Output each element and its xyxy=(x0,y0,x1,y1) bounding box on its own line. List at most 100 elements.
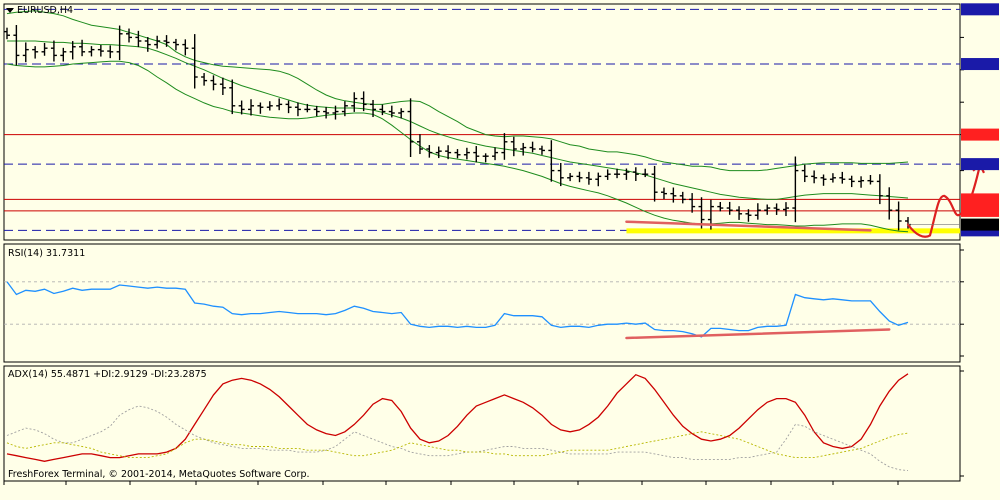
adx-lines xyxy=(6,373,909,472)
adx-main-line xyxy=(6,373,909,462)
ohlc-bar xyxy=(191,34,198,89)
level-badge xyxy=(961,3,999,16)
ohlc-bar xyxy=(60,47,67,62)
ohlc-bar xyxy=(660,187,667,200)
ohlc-bar xyxy=(820,174,827,186)
level-badge xyxy=(961,128,999,141)
ohlc-bar xyxy=(895,201,902,231)
ohlc-bar xyxy=(41,42,48,56)
ohlc-bar xyxy=(379,104,386,116)
ohlc-bar xyxy=(50,40,57,62)
ohlc-bar xyxy=(201,73,208,86)
ohlc-bar xyxy=(116,25,123,61)
ohlc-bar xyxy=(548,140,555,182)
ohlc-bar xyxy=(529,141,536,153)
ohlc-bar xyxy=(313,105,320,117)
adx-plus-di-line xyxy=(6,405,909,472)
adx-axis xyxy=(960,370,964,477)
ohlc-bar xyxy=(219,77,226,95)
ohlc-bar xyxy=(576,171,583,183)
ohlc-bar xyxy=(867,174,874,185)
ohlc-bar xyxy=(679,191,686,204)
bollinger-lower xyxy=(6,60,909,233)
price-pane[interactable]: EURUSD,H4 xyxy=(3,3,999,241)
ohlc-bar xyxy=(445,145,452,160)
support-trend-line xyxy=(625,220,872,232)
ohlc-bar xyxy=(69,41,76,60)
ohlc-bar xyxy=(332,105,339,120)
ohlc-bar xyxy=(266,101,273,111)
ohlc-bar xyxy=(801,164,808,183)
ohlc-bar xyxy=(323,106,330,119)
copyright-footer: FreshForex Terminal, © 2001-2014, MetaQu… xyxy=(8,469,310,480)
ohlc-bar xyxy=(4,27,10,40)
rsi-pane[interactable]: RSI(14) 31.7311 xyxy=(3,243,964,363)
ohlc-bar xyxy=(538,145,545,155)
ohlc-bar xyxy=(172,38,179,51)
ohlc-bar xyxy=(97,45,104,57)
ohlc-bar xyxy=(886,187,893,220)
ohlc-bar xyxy=(726,201,733,215)
candles xyxy=(4,25,911,231)
ohlc-bar xyxy=(426,145,433,158)
level-badge xyxy=(961,58,999,71)
current-price-badge xyxy=(961,218,999,231)
ohlc-bar xyxy=(463,147,470,160)
ohlc-bar xyxy=(501,133,508,160)
ohlc-bar xyxy=(388,105,395,118)
adx-minus-di-line xyxy=(6,431,909,459)
ohlc-bar xyxy=(848,175,855,188)
ohlc-bar xyxy=(229,79,236,115)
ohlc-bar xyxy=(623,168,630,180)
ohlc-bar xyxy=(107,45,114,59)
ohlc-bar xyxy=(782,202,789,217)
ohlc-bar xyxy=(13,25,20,66)
ohlc-bar xyxy=(642,168,649,178)
ohlc-bar xyxy=(482,153,489,163)
ohlc-bar xyxy=(764,204,771,215)
ohlc-bar xyxy=(304,103,311,113)
pane-menu-icon[interactable] xyxy=(6,8,14,13)
ohlc-bar xyxy=(257,102,264,114)
ohlc-bar xyxy=(839,171,846,184)
ohlc-bar xyxy=(126,28,133,43)
ohlc-bar xyxy=(773,203,780,215)
ohlc-bar xyxy=(520,142,527,156)
ohlc-bar xyxy=(595,172,602,187)
ohlc-bar xyxy=(238,100,245,115)
adx-pane-frame xyxy=(3,365,961,482)
ohlc-bar xyxy=(473,146,480,163)
ohlc-bar xyxy=(670,187,677,203)
chart-title: EURUSD,H4 xyxy=(17,5,73,16)
ohlc-bar xyxy=(876,174,883,205)
ohlc-bar xyxy=(351,92,358,112)
ohlc-bar xyxy=(492,147,499,161)
ohlc-bar xyxy=(585,171,592,185)
support-highlight-bar xyxy=(626,228,960,234)
ohlc-bar xyxy=(285,100,292,114)
rsi-pane-frame xyxy=(3,243,961,363)
time-axis xyxy=(3,481,899,485)
rsi-trend-line xyxy=(625,328,891,340)
price-pane-frame xyxy=(3,3,961,241)
ohlc-bar xyxy=(829,173,836,183)
ohlc-bar xyxy=(632,167,639,181)
ohlc-bar xyxy=(651,165,658,202)
ohlc-bar xyxy=(435,146,442,159)
horizontal-levels xyxy=(4,8,960,231)
bollinger-middle xyxy=(7,40,909,200)
ohlc-bar xyxy=(717,201,724,212)
ohlc-bar xyxy=(22,42,29,63)
ohlc-bar xyxy=(407,98,414,157)
ohlc-bar xyxy=(341,101,348,117)
level-badges xyxy=(908,3,999,237)
rsi-title: RSI(14) 31.7311 xyxy=(8,248,85,259)
level-badge xyxy=(961,158,999,171)
ohlc-bar xyxy=(567,173,574,182)
ohlc-bar xyxy=(416,134,423,155)
ohlc-bar xyxy=(510,136,517,157)
adx-pane[interactable]: ADX(14) 55.4871 +DI:2.9129 -DI:23.2875 F… xyxy=(3,365,964,482)
ohlc-bar xyxy=(398,108,405,119)
ohlc-bar xyxy=(276,98,283,111)
